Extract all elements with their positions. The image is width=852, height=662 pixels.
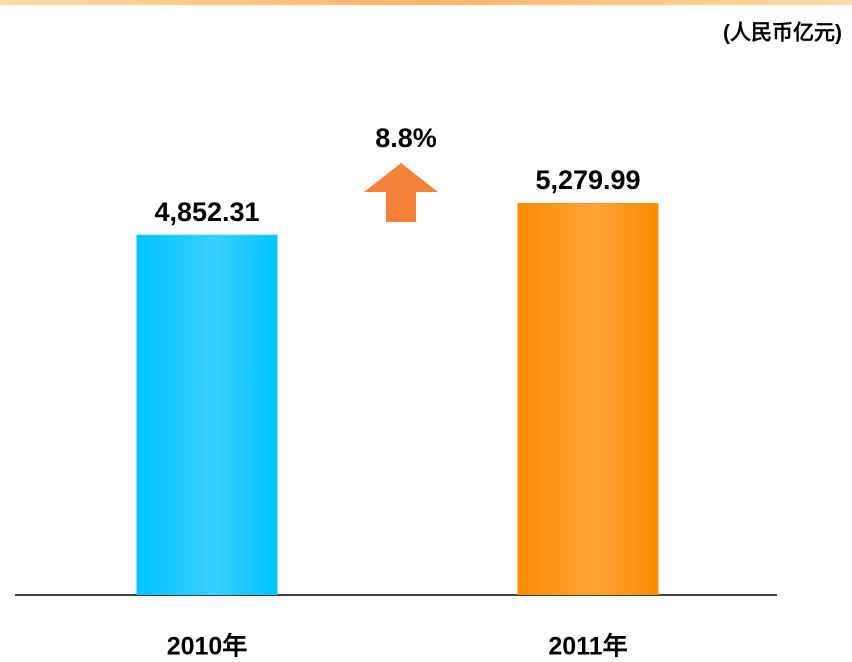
growth-arrow bbox=[364, 163, 438, 222]
growth-annotation: 8.8% bbox=[375, 123, 437, 153]
x-tick-label: 2011年 bbox=[548, 632, 627, 661]
top-rule bbox=[0, 0, 852, 5]
value-label: 5,279.99 bbox=[535, 165, 640, 195]
x-tick-label: 2010年 bbox=[167, 632, 248, 661]
unit-label: (人民币亿元) bbox=[723, 21, 842, 45]
bar-shine bbox=[517, 203, 659, 595]
value-label: 4,852.31 bbox=[154, 197, 259, 227]
bar-shine bbox=[136, 234, 278, 595]
